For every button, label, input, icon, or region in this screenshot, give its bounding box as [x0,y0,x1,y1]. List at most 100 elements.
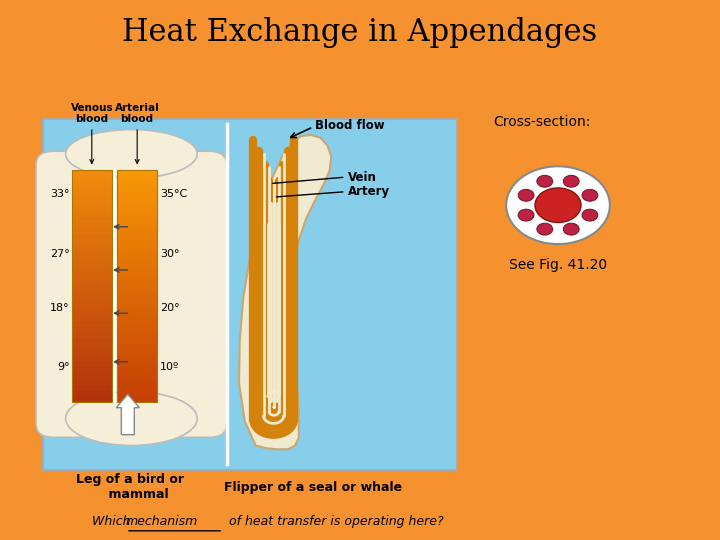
Bar [117,332,157,339]
Bar [117,280,157,286]
Bar [72,384,112,391]
Bar [72,245,112,252]
Text: 27°: 27° [50,249,70,259]
Bar [43,119,457,470]
Bar [117,262,157,269]
FancyBboxPatch shape [36,151,227,437]
Bar [117,338,157,345]
Bar [117,274,157,280]
Text: Cross-section:: Cross-section: [493,114,590,129]
Bar [72,187,112,193]
Circle shape [563,176,579,187]
Bar [72,396,112,402]
Bar [117,315,157,321]
Circle shape [518,209,534,221]
Bar [117,181,157,187]
Bar [72,216,112,222]
Bar [72,280,112,286]
Bar [117,355,157,362]
Text: 35°C: 35°C [160,190,187,199]
Bar [72,320,112,327]
Bar [117,349,157,356]
Text: 30°: 30° [160,249,179,259]
Bar [117,309,157,315]
Text: Leg of a bird or
    mammal: Leg of a bird or mammal [76,473,184,501]
Text: 10º: 10º [160,362,179,372]
Text: of heat transfer is operating here?: of heat transfer is operating here? [225,515,444,528]
Text: 20°: 20° [160,303,179,313]
Text: Heat Exchange in Appendages: Heat Exchange in Appendages [122,17,598,48]
Text: Flipper of a seal or whale: Flipper of a seal or whale [224,481,402,494]
Bar [72,210,112,217]
Bar [117,373,157,379]
Bar [72,344,112,350]
Bar [117,344,157,350]
Bar [72,361,112,367]
Bar [72,199,112,205]
Bar [72,239,112,246]
Text: 33°: 33° [50,190,70,199]
Bar [72,262,112,269]
Bar [72,251,112,257]
Bar [72,292,112,298]
Bar [72,326,112,333]
Polygon shape [239,135,331,449]
Bar [72,274,112,280]
Circle shape [506,166,610,244]
Bar [72,373,112,379]
Text: Vein: Vein [348,171,377,184]
Bar [72,332,112,339]
Ellipse shape [66,392,197,446]
Bar [72,170,112,176]
Bar [72,303,112,309]
Text: Which: Which [92,515,135,528]
Circle shape [535,188,581,222]
Bar [117,170,157,176]
Text: 9°: 9° [57,362,70,372]
Text: Artery: Artery [348,185,390,198]
Bar [72,181,112,187]
Bar [72,227,112,234]
Bar [117,384,157,391]
Bar [117,326,157,333]
Circle shape [537,176,553,187]
Bar [117,233,157,240]
Circle shape [537,223,553,235]
Bar [72,233,112,240]
Bar [117,176,157,181]
Bar [72,379,112,385]
Bar [117,303,157,309]
Text: mechanism: mechanism [126,515,198,528]
Bar [72,367,112,373]
Circle shape [582,190,598,201]
Bar [117,170,157,402]
Bar [117,187,157,193]
Bar [72,204,112,211]
Bar [72,390,112,396]
Text: Venous
blood: Venous blood [71,103,113,124]
Bar [72,338,112,345]
Bar [117,297,157,303]
Bar [72,170,112,402]
Bar [117,286,157,292]
Text: Arterial
blood: Arterial blood [114,103,160,124]
FancyArrow shape [116,394,140,435]
Bar [72,222,112,228]
Bar [117,367,157,373]
Bar [117,251,157,257]
Bar [117,256,157,263]
Bar [117,361,157,367]
Bar [72,349,112,356]
Text: See Fig. 41.20: See Fig. 41.20 [509,258,607,272]
Bar [117,396,157,402]
Bar [72,315,112,321]
Bar [117,320,157,327]
Text: Blood flow: Blood flow [315,119,385,132]
Bar [72,355,112,362]
Bar [117,222,157,228]
Circle shape [582,209,598,221]
Bar [72,193,112,199]
Bar [72,268,112,274]
Bar [117,245,157,252]
Bar [117,193,157,199]
